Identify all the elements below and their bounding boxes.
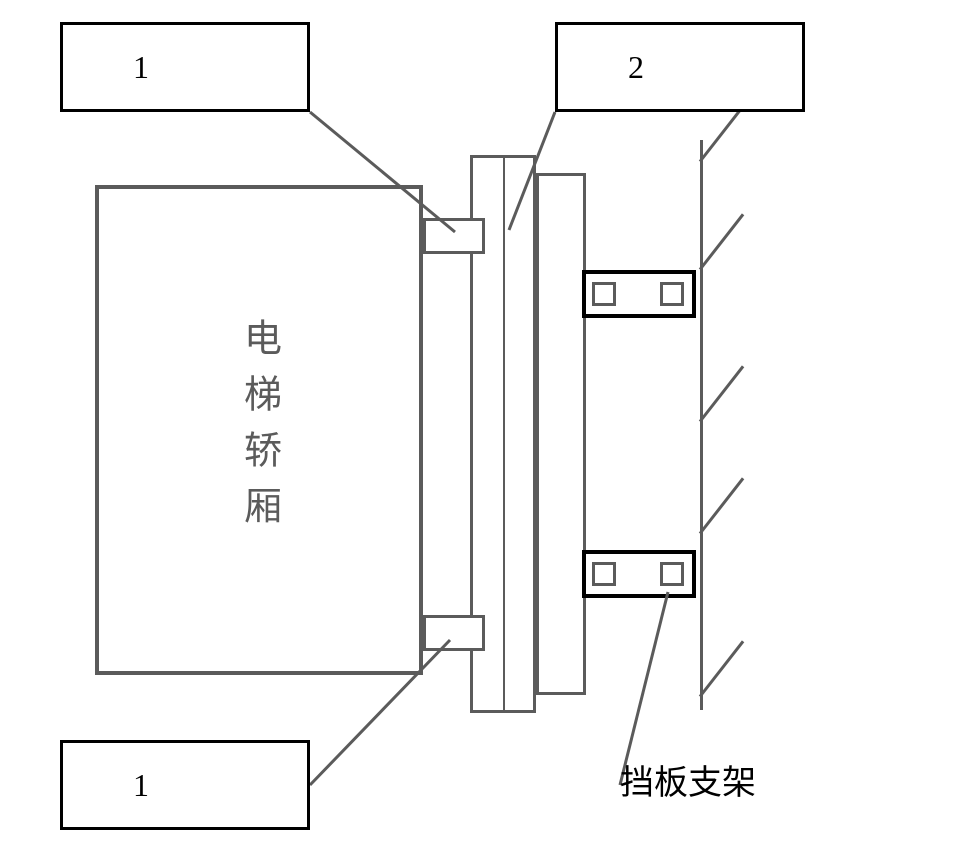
wall-hatch — [699, 365, 744, 422]
label-text: 2 — [628, 49, 644, 86]
label-text: 1 — [133, 49, 149, 86]
wall-hatch — [699, 477, 744, 534]
label-box-2-top: 2 — [555, 22, 805, 112]
wall-hatch — [699, 640, 744, 697]
bracket-hole — [592, 282, 616, 306]
bracket-hole — [592, 562, 616, 586]
label-text: 1 — [133, 767, 149, 804]
bracket-hole — [660, 562, 684, 586]
bracket-hole — [660, 282, 684, 306]
guide-shoe-bottom — [423, 615, 485, 651]
label-box-1-bottom: 1 — [60, 740, 310, 830]
guide-shoe-top — [423, 218, 485, 254]
rail-center-line — [503, 155, 505, 713]
wall-line — [700, 140, 703, 710]
guide-rail-inner — [536, 173, 586, 695]
label-box-1-top: 1 — [60, 22, 310, 112]
bracket-caption-text: 挡板支架 — [620, 765, 756, 802]
bracket-caption: 挡板支架 — [620, 755, 756, 804]
elevator-car: 电梯轿厢 — [95, 185, 423, 675]
wall-hatch — [699, 213, 744, 270]
elevator-diagram: 电梯轿厢 1 2 1 挡板支架 — [0, 0, 954, 851]
wall-hatch — [699, 105, 744, 162]
elevator-car-label: 电梯轿厢 — [232, 318, 287, 542]
